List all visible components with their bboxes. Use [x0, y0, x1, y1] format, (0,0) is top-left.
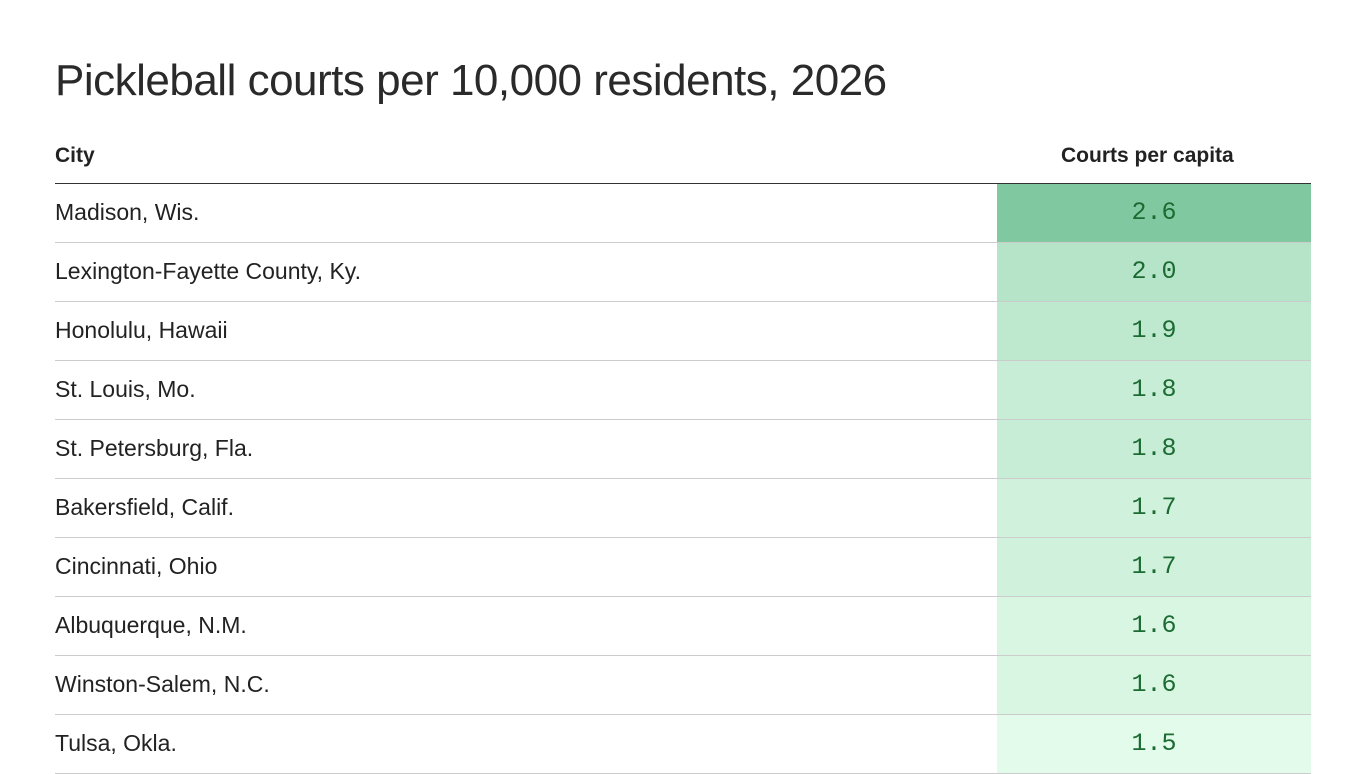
- city-cell: Tulsa, Okla.: [55, 730, 177, 756]
- table-header: City Courts per capita: [55, 136, 1311, 184]
- table-row: Winston-Salem, N.C. 1.6: [55, 656, 1311, 715]
- table-row: St. Petersburg, Fla. 1.8: [55, 420, 1311, 479]
- city-cell: Bakersfield, Calif.: [55, 494, 234, 520]
- table-row: St. Louis, Mo. 1.8: [55, 361, 1311, 420]
- value-cell: 2.0: [997, 243, 1311, 301]
- table-row: Bakersfield, Calif. 1.7: [55, 479, 1311, 538]
- table: City Courts per capita Madison, Wis. 2.6 L…: [55, 136, 1311, 774]
- value-cell: 1.7: [997, 538, 1311, 596]
- value-cell: 1.8: [997, 361, 1311, 419]
- table-row: Albuquerque, N.M. 1.6: [55, 597, 1311, 656]
- city-cell: Winston-Salem, N.C.: [55, 671, 270, 697]
- value-cell: 1.6: [997, 597, 1311, 655]
- column-header: Courts per capita: [1061, 144, 1234, 167]
- city-cell: St. Louis, Mo.: [55, 376, 196, 402]
- value-cell: 2.6: [997, 184, 1311, 242]
- table-row: Madison, Wis. 2.6: [55, 184, 1311, 243]
- value-cell: 1.5: [997, 715, 1311, 773]
- table-row: Honolulu, Hawaii 1.9: [55, 302, 1311, 361]
- city-cell: Madison, Wis.: [55, 199, 200, 225]
- city-cell: St. Petersburg, Fla.: [55, 435, 254, 461]
- value-cell: 1.9: [997, 302, 1311, 360]
- city-cell: Honolulu, Hawaii: [55, 317, 228, 343]
- table-row: Cincinnati, Ohio 1.7: [55, 538, 1311, 597]
- table-row: Lexington-Fayette County, Ky. 2.0: [55, 243, 1311, 302]
- value-cell: 1.7: [997, 479, 1311, 537]
- table-row: Tulsa, Okla. 1.5: [55, 715, 1311, 774]
- title: Pickleball courts per 10,000 residents, …: [55, 56, 887, 105]
- value-cell: 1.6: [997, 656, 1311, 714]
- city-cell: Albuquerque, N.M.: [55, 612, 247, 638]
- column-header: City: [55, 144, 95, 167]
- city-cell: Lexington-Fayette County, Ky.: [55, 258, 361, 284]
- city-cell: Cincinnati, Ohio: [55, 553, 218, 579]
- value-cell: 1.8: [997, 420, 1311, 478]
